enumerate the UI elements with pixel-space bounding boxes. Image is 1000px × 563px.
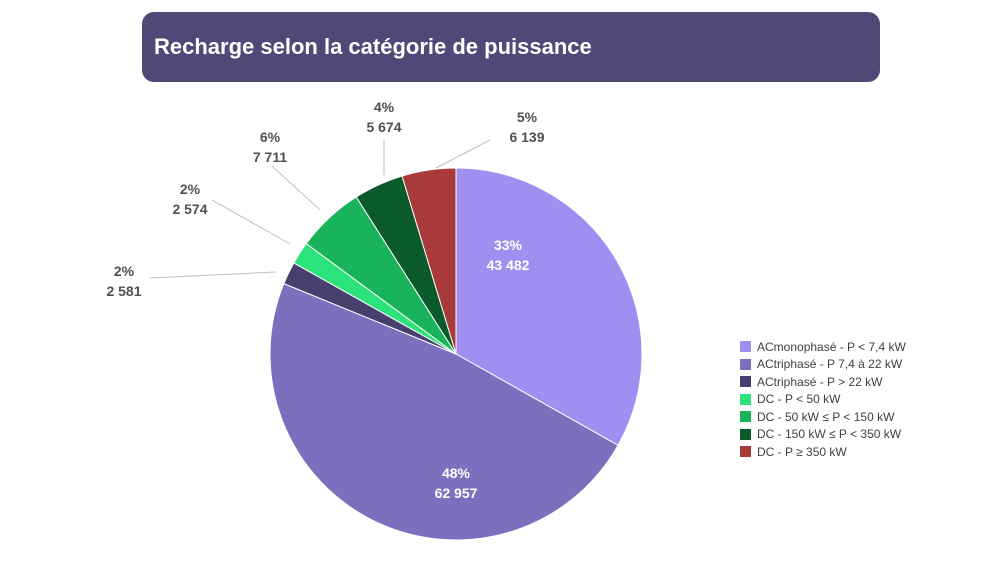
legend-item-7: DC - P ≥ 350 kW	[740, 443, 906, 461]
slice-value-label-2: 62 957	[435, 485, 478, 501]
legend-item-3: ACtriphasé - P > 22 kW	[740, 373, 906, 391]
leader-line-4	[211, 199, 291, 245]
slice-value-label-5: 7 711	[253, 149, 287, 165]
legend-label-2: ACtriphasé - P 7,4 à 22 kW	[757, 357, 903, 372]
slice-pct-label-4: 2%	[180, 181, 201, 197]
legend-label-3: ACtriphasé - P > 22 kW	[757, 374, 883, 389]
slice-pct-label-7: 5%	[517, 109, 538, 125]
slice-value-label-6: 5 674	[366, 119, 401, 135]
slice-pct-label-5: 6%	[260, 129, 281, 145]
slice-value-label-7: 6 139	[509, 129, 544, 145]
leader-lines	[149, 139, 491, 279]
legend-item-2: ACtriphasé - P 7,4 à 22 kW	[740, 356, 906, 374]
slice-pct-label-1: 33%	[494, 237, 523, 253]
slice-value-label-1: 43 482	[487, 257, 530, 273]
slice-pct-label-3: 2%	[114, 263, 135, 279]
legend: ACmonophasé - P < 7,4 kW ACtriphasé - P 7…	[740, 338, 906, 461]
slice-pct-label-2: 48%	[442, 465, 471, 481]
chart-title: Recharge selon la catégorie de puissance	[154, 34, 592, 59]
legend-swatch-5	[740, 411, 751, 423]
chart-title-bar: Recharge selon la catégorie de puissance	[142, 12, 880, 82]
legend-label-5: DC - 50 kW ≤ P < 150 kW	[757, 409, 895, 424]
legend-swatch-2	[740, 358, 751, 370]
legend-label-6: DC - 150 kW ≤ P < 350 kW	[757, 427, 902, 442]
pie-slice-1	[455, 167, 643, 446]
legend-item-4: DC - P < 50 kW	[740, 391, 906, 409]
legend-label-1: ACmonophasé - P < 7,4 kW	[757, 339, 906, 354]
slice-value-label-4: 2 574	[172, 201, 207, 217]
pie-slice-7	[401, 167, 457, 355]
legend-item-5: DC - 50 kW ≤ P < 150 kW	[740, 408, 906, 426]
legend-swatch-7	[740, 446, 751, 458]
legend-label-7: DC - P ≥ 350 kW	[757, 444, 847, 459]
legend-swatch-3	[740, 376, 751, 388]
legend-swatch-4	[740, 393, 751, 405]
legend-item-1: ACmonophasé - P < 7,4 kW	[740, 338, 906, 356]
leader-line-5	[271, 165, 321, 211]
legend-label-4: DC - P < 50 kW	[757, 392, 841, 407]
pie-slice-2	[269, 282, 619, 541]
slice-value-label-3: 2 581	[106, 283, 141, 299]
legend-swatch-6	[740, 428, 751, 440]
leader-line-3	[149, 271, 277, 279]
legend-item-6: DC - 150 kW ≤ P < 350 kW	[740, 426, 906, 444]
slice-pct-label-6: 4%	[374, 99, 395, 115]
legend-swatch-1	[740, 341, 751, 353]
leader-line-7	[435, 139, 491, 169]
slice-labels: 33% 43 482 48% 62 957 2% 2 581 2% 2 574 6% 7 711 4…	[106, 99, 544, 501]
pie-slices	[269, 167, 643, 541]
